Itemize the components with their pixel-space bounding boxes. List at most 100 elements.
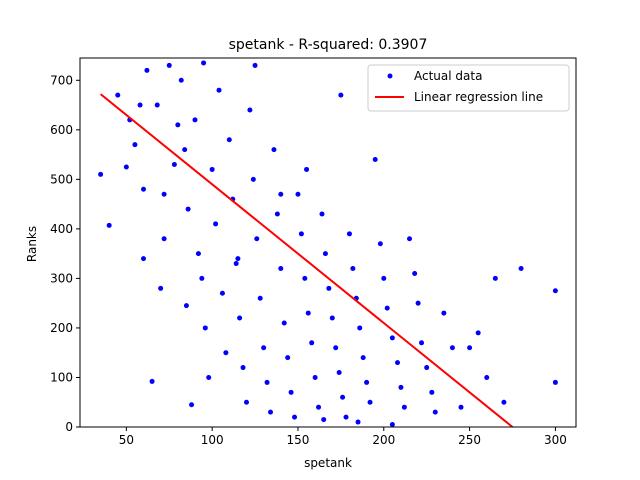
data-point: [350, 266, 356, 271]
data-point: [441, 310, 447, 316]
data-point: [407, 236, 413, 242]
y-tick-label: 400: [50, 222, 73, 236]
data-point: [247, 107, 253, 113]
y-tick-label: 0: [65, 420, 73, 434]
data-point: [226, 137, 232, 143]
data-point: [199, 275, 205, 281]
data-point: [182, 147, 188, 153]
data-point: [501, 399, 507, 405]
data-point: [274, 211, 280, 217]
data-point: [401, 404, 407, 410]
data-point: [137, 102, 143, 108]
data-point: [237, 315, 243, 321]
y-tick-label: 700: [50, 73, 73, 87]
data-point: [552, 379, 558, 385]
data-point: [475, 330, 481, 336]
data-point: [98, 171, 104, 177]
data-point: [209, 166, 215, 172]
y-tick-label: 600: [50, 123, 73, 137]
data-point: [458, 404, 464, 410]
data-point: [389, 335, 395, 341]
data-point: [484, 374, 490, 380]
data-point: [343, 414, 349, 420]
data-point: [213, 221, 219, 227]
x-tick-label: 100: [201, 433, 224, 447]
data-point: [360, 355, 366, 361]
data-point: [298, 231, 304, 237]
data-point: [252, 62, 258, 68]
data-point: [398, 384, 404, 390]
x-tick-label: 150: [287, 433, 310, 447]
data-point: [312, 374, 318, 380]
data-point: [467, 345, 473, 351]
data-point: [338, 92, 344, 98]
data-point: [189, 402, 195, 408]
x-tick-label: 250: [458, 433, 481, 447]
data-point: [322, 251, 328, 257]
data-point: [268, 409, 274, 415]
chart-title: spetank - R-squared: 0.3907: [229, 37, 428, 53]
legend-label-regression-line: Linear regression line: [414, 90, 543, 104]
data-point: [202, 325, 208, 331]
data-point: [316, 404, 322, 410]
data-point: [161, 236, 167, 242]
data-point: [192, 117, 198, 123]
data-point: [278, 191, 284, 197]
data-point: [412, 270, 418, 276]
data-point: [321, 417, 327, 423]
data-point: [372, 157, 378, 163]
data-point: [288, 389, 294, 395]
data-point: [367, 399, 373, 405]
data-point: [257, 295, 263, 301]
data-point: [419, 340, 425, 346]
data-point: [223, 350, 229, 356]
data-point: [149, 378, 155, 384]
data-point: [415, 300, 421, 306]
data-point: [171, 161, 177, 167]
data-point: [302, 275, 308, 281]
data-point: [144, 67, 150, 73]
legend-box: [367, 64, 570, 112]
data-point: [340, 394, 346, 400]
data-point: [449, 345, 455, 351]
y-tick-label: 300: [50, 271, 73, 285]
data-point: [357, 325, 363, 331]
regression-line: [99, 93, 514, 427]
x-axis-title: spetank: [304, 456, 352, 470]
data-point: [132, 142, 138, 148]
data-point: [364, 379, 370, 385]
plot-frame: [79, 57, 577, 428]
data-point: [281, 320, 287, 326]
data-point: [233, 261, 239, 267]
data-point: [319, 211, 325, 217]
data-point: [336, 370, 342, 376]
data-point: [552, 288, 558, 294]
data-point: [389, 422, 395, 427]
data-point: [178, 77, 184, 83]
data-point: [304, 166, 310, 172]
data-point: [278, 266, 284, 271]
data-point: [115, 92, 121, 98]
y-tick-label: 500: [50, 172, 73, 186]
data-point: [141, 186, 146, 192]
data-point: [106, 222, 112, 228]
y-axis-title: Ranks: [25, 226, 39, 262]
data-point: [261, 345, 267, 351]
data-point: [429, 389, 435, 395]
data-point: [333, 345, 339, 351]
x-tick-label: 50: [119, 433, 134, 447]
legend-marker-actual-data: [387, 73, 393, 79]
data-point: [206, 374, 212, 380]
data-point: [377, 241, 383, 247]
data-point: [264, 379, 270, 385]
data-point: [355, 419, 361, 425]
data-point: [309, 340, 315, 346]
data-point: [175, 122, 181, 128]
data-point: [518, 266, 524, 271]
legend-label-actual-data: Actual data: [414, 69, 482, 83]
data-point: [141, 256, 146, 262]
x-tick-label: 300: [544, 433, 567, 447]
data-point: [254, 236, 260, 242]
data-point: [292, 414, 298, 420]
